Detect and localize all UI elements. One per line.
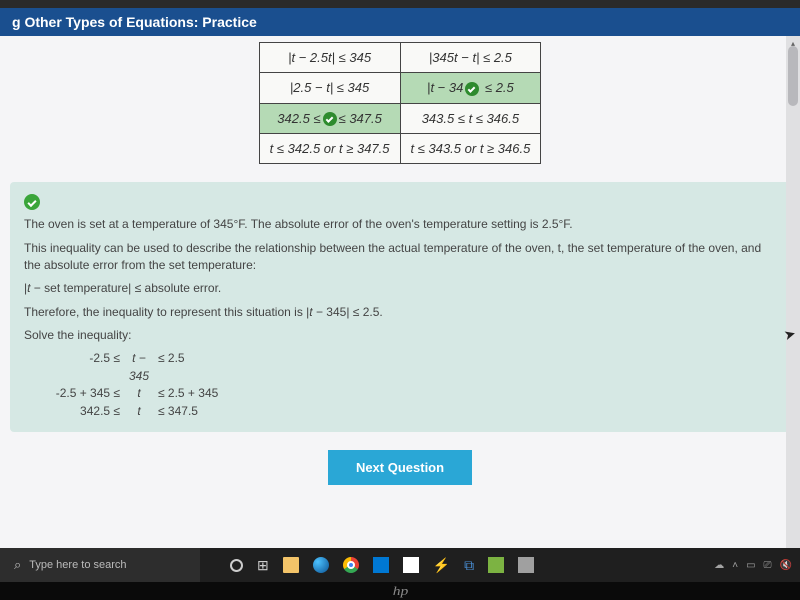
content-area: |t − 2.5t| ≤ 345|345t − t| ≤ 2.5|2.5 − t… xyxy=(0,36,800,576)
answer-option[interactable]: |t − 34 ≤ 2.5 xyxy=(400,73,541,104)
hp-logo: hp xyxy=(392,583,408,599)
lesson-title: g Other Types of Equations: Practice xyxy=(12,14,257,30)
file-explorer-icon[interactable] xyxy=(283,557,299,573)
cortana-icon[interactable] xyxy=(230,559,243,572)
answer-option[interactable]: |t − 2.5t| ≤ 345 xyxy=(259,43,400,73)
options-tbody: |t − 2.5t| ≤ 345|345t − t| ≤ 2.5|2.5 − t… xyxy=(259,43,541,164)
solve-steps: -2.5 ≤t − 345≤ 2.5-2.5 + 345 ≤t≤ 2.5 + 3… xyxy=(24,350,776,420)
solve-step-row: -2.5 ≤t − 345≤ 2.5 xyxy=(24,350,776,385)
lesson-header: g Other Types of Equations: Practice xyxy=(0,8,800,36)
answer-options-table: |t − 2.5t| ≤ 345|345t − t| ≤ 2.5|2.5 − t… xyxy=(259,42,542,164)
next-question-button[interactable]: Next Question xyxy=(328,450,472,485)
windows-taskbar[interactable]: ⌕ Type here to search ⊞ ⚡ ⧉ ☁ ˄ ▭ ⎚ 🔇 xyxy=(0,548,800,582)
feedback-panel: The oven is set at a temperature of 345°… xyxy=(10,182,790,432)
answer-option[interactable]: |2.5 − t| ≤ 345 xyxy=(259,73,400,104)
feedback-line-4: Therefore, the inequality to represent t… xyxy=(24,304,776,321)
correct-check-icon xyxy=(24,194,40,210)
solve-step-row: -2.5 + 345 ≤t≤ 2.5 + 345 xyxy=(24,385,776,402)
feedback-line-2: This inequality can be used to describe … xyxy=(24,240,776,275)
edge-icon[interactable] xyxy=(313,557,329,573)
green-app-icon[interactable] xyxy=(488,557,504,573)
lightning-icon[interactable]: ⚡ xyxy=(433,557,450,574)
dropbox-icon[interactable]: ⧉ xyxy=(464,557,474,574)
browser-chrome-bar xyxy=(0,0,800,8)
laptop-bezel: hp xyxy=(0,582,800,600)
onedrive-icon[interactable]: ☁ xyxy=(714,560,724,571)
feedback-line-5: Solve the inequality: xyxy=(24,327,776,344)
search-icon: ⌕ xyxy=(14,557,21,573)
vertical-scrollbar[interactable]: ▴ ▾ xyxy=(786,36,800,576)
tray-chevron-icon[interactable]: ˄ xyxy=(732,560,738,571)
chrome-icon[interactable] xyxy=(343,557,359,573)
scroll-thumb[interactable] xyxy=(788,46,798,106)
feedback-line-3: |t − set temperature| ≤ absolute error. xyxy=(24,280,776,297)
battery-icon[interactable]: ▭ xyxy=(746,560,755,571)
taskbar-search[interactable]: ⌕ Type here to search xyxy=(0,548,200,582)
mail-icon[interactable] xyxy=(373,557,389,573)
answer-option[interactable]: t ≤ 342.5 or t ≥ 347.5 xyxy=(259,134,400,164)
wifi-icon[interactable]: ⎚ xyxy=(764,560,772,571)
task-view-icon[interactable]: ⊞ xyxy=(257,557,269,574)
taskbar-icons: ⊞ ⚡ ⧉ xyxy=(230,557,534,574)
app-icon[interactable] xyxy=(403,557,419,573)
answer-option[interactable]: t ≤ 343.5 or t ≥ 346.5 xyxy=(400,134,541,164)
answer-option[interactable]: 342.5 ≤≤ 347.5 xyxy=(259,103,400,134)
store-icon[interactable] xyxy=(518,557,534,573)
search-placeholder: Type here to search xyxy=(29,559,126,571)
answer-option[interactable]: |345t − t| ≤ 2.5 xyxy=(400,43,541,73)
feedback-line-1: The oven is set at a temperature of 345°… xyxy=(24,216,776,233)
volume-icon[interactable]: 🔇 xyxy=(780,560,792,571)
answer-option[interactable]: 343.5 ≤ t ≤ 346.5 xyxy=(400,103,541,134)
system-tray[interactable]: ☁ ˄ ▭ ⎚ 🔇 xyxy=(714,560,800,571)
solve-step-row: 342.5 ≤t≤ 347.5 xyxy=(24,403,776,420)
